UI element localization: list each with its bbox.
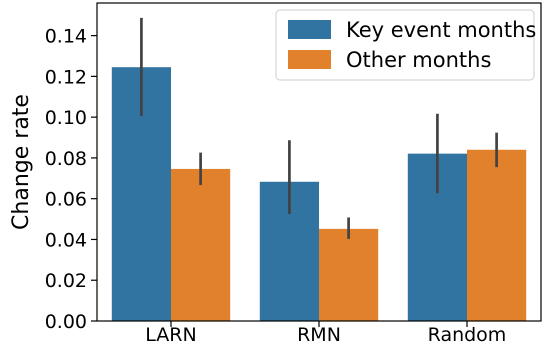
x-tick-label: LARN <box>145 324 196 346</box>
y-tick-label: 0.14 <box>45 26 87 48</box>
y-tick-label: 0.10 <box>45 107 87 129</box>
legend-label: Key event months <box>346 18 536 42</box>
legend-box <box>275 9 535 81</box>
y-axis-title: Change rate <box>9 94 34 230</box>
y-tick-label: 0.08 <box>45 148 87 170</box>
y-tick-label: 0.12 <box>45 66 87 88</box>
error-bars-layer <box>140 17 498 239</box>
y-tick-label: 0.06 <box>45 189 87 211</box>
y-axis: 0.00 0.02 0.04 0.06 0.08 0.10 0.12 0.14 <box>45 26 97 333</box>
x-tick-label: RMN <box>297 324 341 346</box>
x-tick-label: Random <box>428 324 507 346</box>
y-tick-label: 0.00 <box>45 311 87 333</box>
legend-label: Other months <box>346 48 491 72</box>
bar-rmn-other <box>319 228 379 321</box>
x-axis: LARN RMN Random <box>145 321 506 346</box>
y-tick-label: 0.02 <box>45 270 87 292</box>
bar-larn-other <box>171 168 231 321</box>
bar-random-other <box>467 149 527 321</box>
legend: Key event months Other months <box>275 9 536 81</box>
legend-swatch <box>288 20 331 39</box>
plot-frame <box>96 2 542 322</box>
y-tick-label: 0.04 <box>45 229 87 251</box>
legend-swatch <box>288 50 331 69</box>
bars-layer <box>111 67 527 321</box>
